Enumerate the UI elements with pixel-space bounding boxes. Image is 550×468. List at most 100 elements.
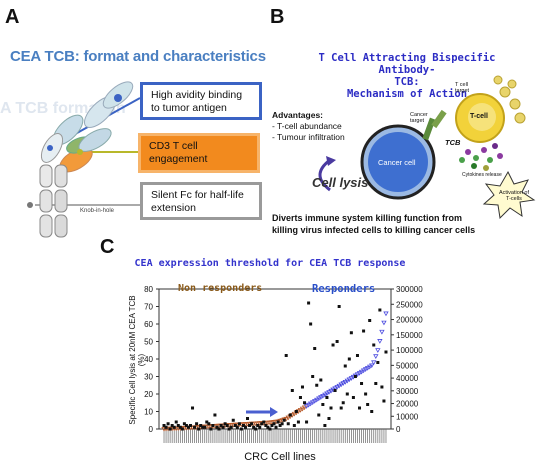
lysis-point bbox=[170, 424, 174, 427]
lysis-point bbox=[333, 389, 337, 392]
lysis-point bbox=[280, 422, 284, 426]
cea-point bbox=[356, 371, 363, 376]
lysis-point bbox=[327, 417, 331, 420]
y-tick-label-right: 100000 bbox=[396, 346, 423, 355]
lysis-point bbox=[252, 425, 256, 429]
cea-point bbox=[301, 405, 308, 411]
lysis-point bbox=[239, 427, 243, 431]
non-responders-label: Non responders bbox=[178, 283, 263, 294]
cancer-target-label: Cancer target bbox=[410, 112, 428, 124]
lysis-point bbox=[362, 329, 366, 333]
lysis-point bbox=[209, 427, 213, 431]
lysis-point bbox=[343, 364, 347, 368]
cea-point bbox=[367, 364, 373, 370]
cea-point bbox=[303, 404, 310, 409]
lysis-point bbox=[199, 424, 203, 427]
lysis-point bbox=[225, 424, 229, 427]
lysis-point bbox=[172, 425, 176, 429]
cea-point bbox=[383, 311, 389, 317]
lysis-point bbox=[250, 422, 254, 426]
lysis-point bbox=[231, 418, 235, 422]
lysis-point bbox=[197, 427, 201, 431]
cea-point bbox=[324, 391, 330, 397]
advantage-item: - Tumour infiltration bbox=[272, 132, 345, 142]
tcell-target-label: T cell target bbox=[455, 82, 470, 94]
lysis-point bbox=[298, 396, 302, 399]
lysis-point bbox=[235, 425, 239, 429]
cea-point bbox=[291, 411, 298, 417]
lysis-point bbox=[227, 427, 231, 431]
lysis-point bbox=[309, 322, 313, 326]
cea-point bbox=[377, 339, 383, 344]
lysis-point bbox=[364, 392, 368, 396]
cea-point bbox=[346, 377, 353, 383]
lysis-point bbox=[360, 382, 364, 385]
lysis-point bbox=[201, 425, 205, 429]
cea-point bbox=[334, 385, 340, 390]
y-tick-label-left: 10 bbox=[144, 408, 153, 417]
cea-point bbox=[320, 394, 326, 399]
lysis-point bbox=[246, 417, 250, 420]
y-tick-label-left: 80 bbox=[144, 285, 153, 294]
lysis-point bbox=[260, 422, 264, 426]
lysis-point bbox=[219, 424, 223, 427]
cea-point bbox=[371, 360, 377, 366]
advantages-heading: Advantages: bbox=[272, 110, 324, 120]
cea-point bbox=[336, 383, 342, 389]
lysis-point bbox=[243, 425, 247, 429]
lysis-point bbox=[258, 425, 262, 429]
lysis-point bbox=[311, 375, 315, 378]
lysis-point bbox=[341, 401, 345, 405]
y-tick-label-right: 50000 bbox=[396, 361, 419, 370]
y-axis-label: Specific Cell lysis at 20nM CEA TCB (%) bbox=[128, 295, 146, 425]
x-axis bbox=[163, 429, 387, 443]
lysis-point bbox=[355, 354, 359, 357]
feature-box-silent-fc: Silent Fc for half-life extension bbox=[140, 182, 262, 220]
lysis-point bbox=[276, 420, 280, 424]
lysis-point bbox=[300, 385, 304, 389]
lysis-point bbox=[274, 425, 278, 429]
lysis-point bbox=[272, 422, 276, 426]
y-tick-label-left: 30 bbox=[144, 373, 153, 382]
y-tick-label-right: 40000 bbox=[396, 374, 419, 383]
lysis-point bbox=[317, 413, 321, 417]
lysis-point bbox=[376, 361, 380, 364]
lysis-point bbox=[203, 425, 207, 429]
lysis-point bbox=[372, 343, 376, 347]
lysis-point bbox=[331, 343, 335, 347]
lysis-point bbox=[335, 340, 339, 343]
lysis-point bbox=[229, 425, 233, 429]
lysis-point bbox=[180, 427, 184, 431]
cea-point bbox=[369, 363, 375, 369]
cea-point bbox=[285, 415, 291, 421]
lysis-point bbox=[207, 422, 211, 426]
cea-point bbox=[362, 367, 369, 372]
advantage-item: - T-cell abundance bbox=[272, 121, 342, 131]
cea-point bbox=[312, 399, 318, 404]
cancer-cell-label: Cancer cell bbox=[378, 158, 416, 167]
divert-text: Diverts immune system killing function f… bbox=[272, 212, 512, 236]
y-tick-label-right: 20000 bbox=[396, 400, 419, 409]
panel-c-letter: C bbox=[100, 236, 115, 258]
mechanism-illustration bbox=[318, 75, 536, 220]
threshold-arrow bbox=[246, 407, 278, 417]
cytokines-label: Cytokines release bbox=[462, 172, 502, 178]
lysis-point bbox=[380, 385, 384, 389]
feature-box-avidity-text: High avidity binding to tumor antigen bbox=[151, 89, 243, 114]
lysis-point bbox=[325, 396, 329, 399]
lysis-point bbox=[288, 413, 292, 417]
x-axis-label: CRC Cell lines bbox=[244, 451, 316, 463]
cea-point bbox=[318, 395, 324, 400]
y-tick-label-left: 70 bbox=[144, 303, 153, 312]
lysis-point bbox=[164, 425, 168, 429]
cea-point bbox=[360, 368, 367, 374]
antibody-schematic bbox=[27, 81, 141, 238]
responders-label: Responders bbox=[312, 283, 376, 295]
panel-b-title-line2: TCB: bbox=[394, 76, 420, 88]
lysis-point bbox=[292, 424, 296, 427]
lysis-point bbox=[353, 375, 357, 378]
lysis-point bbox=[303, 401, 307, 405]
lysis-point bbox=[378, 308, 382, 312]
cea-point bbox=[328, 388, 334, 394]
